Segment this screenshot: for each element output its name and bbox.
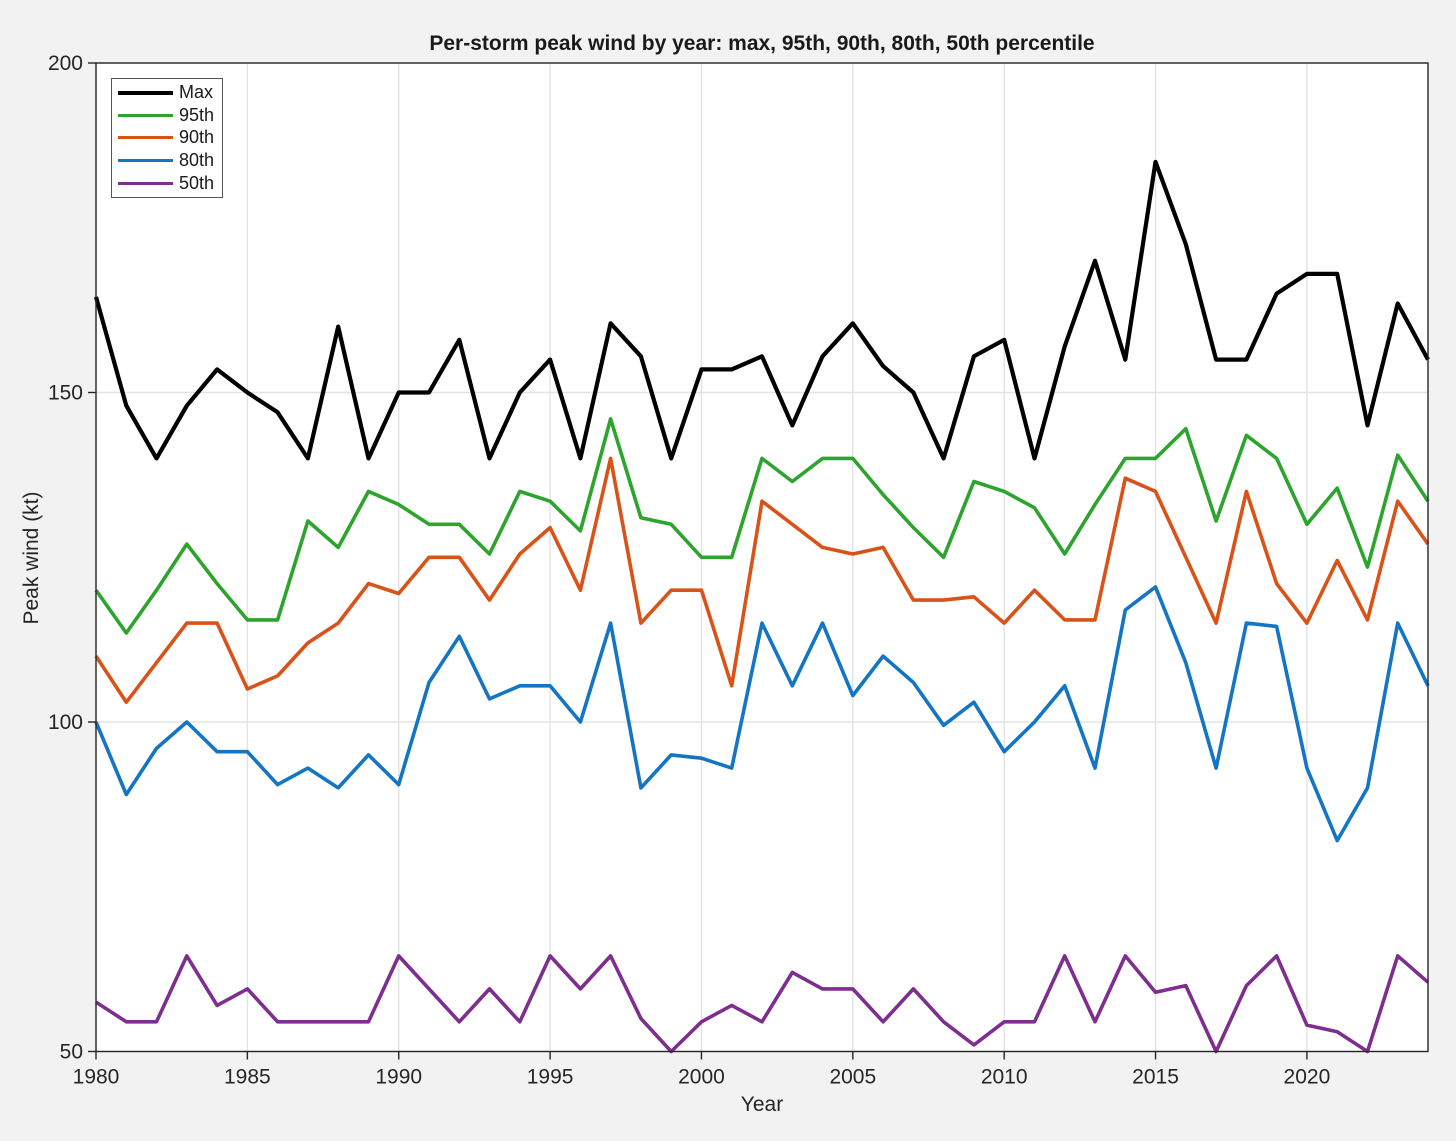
legend-line-swatch — [118, 90, 173, 95]
legend-item-max: Max — [112, 82, 222, 104]
x-tick-label: 2020 — [1284, 1066, 1331, 1089]
x-tick-label: 1995 — [527, 1066, 574, 1089]
legend-label: Max — [179, 82, 214, 103]
legend-item-95th: 95th — [112, 104, 222, 126]
x-tick-label: 2010 — [981, 1066, 1028, 1089]
x-tick-label: 2015 — [1132, 1066, 1179, 1089]
x-tick-label: 1985 — [224, 1066, 271, 1089]
x-tick-label: 2005 — [829, 1066, 876, 1089]
legend-label: 80th — [179, 150, 215, 171]
legend-line-swatch — [118, 113, 173, 117]
chart-title: Per-storm peak wind by year: max, 95th, … — [429, 32, 1095, 55]
legend: Max 95th 90th 80th 50th — [111, 78, 223, 198]
legend-label: 90th — [179, 127, 215, 148]
x-tick-label: 1980 — [73, 1066, 120, 1089]
y-tick-label: 50 — [60, 1041, 83, 1064]
x-axis-label: Year — [740, 1093, 784, 1116]
series-line-50th — [95, 954, 1430, 1054]
series-line-90th — [94, 456, 1430, 705]
legend-item-50th: 50th — [112, 172, 222, 194]
series-line-95th — [94, 417, 1430, 635]
legend-line-swatch — [118, 159, 173, 163]
y-tick-label: 200 — [48, 52, 83, 75]
legend-line-swatch — [118, 181, 173, 185]
legend-line-swatch — [118, 136, 173, 140]
y-tick-label: 100 — [48, 711, 83, 734]
legend-label: 95th — [179, 104, 215, 125]
axes-box — [95, 62, 1429, 1053]
plot-background — [96, 63, 1428, 1052]
legend-item-80th: 80th — [112, 150, 222, 172]
x-tick-label: 1990 — [375, 1066, 422, 1089]
series-line-max — [93, 159, 1430, 461]
series-line-80th — [94, 585, 1430, 843]
x-tick-label: 2000 — [678, 1066, 725, 1089]
legend-item-90th: 90th — [112, 127, 222, 149]
legend-label: 50th — [179, 172, 215, 193]
y-axis-label: Peak wind (kt) — [20, 491, 43, 625]
y-tick-label: 150 — [48, 382, 83, 405]
